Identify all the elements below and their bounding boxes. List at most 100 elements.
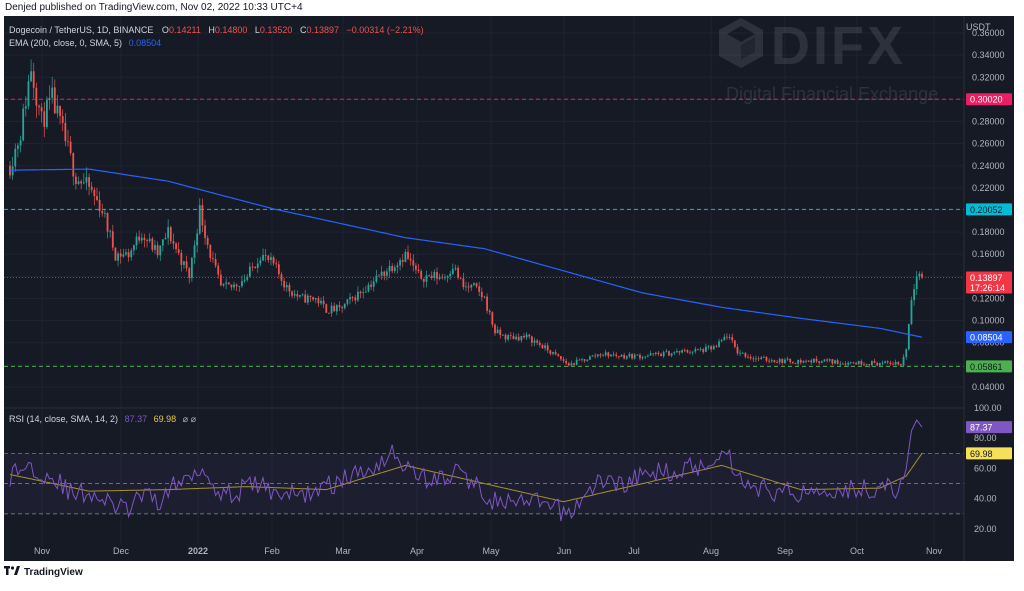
candle-body: [915, 276, 918, 290]
candle-body: [583, 359, 586, 361]
candle-body: [581, 359, 583, 360]
candle-body: [214, 259, 217, 266]
candle-body: [736, 346, 739, 354]
time-axis-tick: Sep: [777, 546, 793, 556]
candle-body: [897, 361, 900, 365]
candle-body: [399, 260, 402, 266]
candle-body: [683, 350, 686, 351]
candle-body: [111, 231, 114, 248]
candle-body: [154, 245, 156, 250]
candle-body: [704, 346, 707, 352]
candle-body: [689, 352, 691, 354]
candle-body: [230, 284, 233, 288]
candle-body: [341, 307, 344, 309]
candle-body: [855, 362, 858, 365]
candle-body: [114, 247, 117, 261]
footer-brand: TradingView: [24, 567, 83, 578]
time-axis[interactable]: Nov Dec 2022 Feb Mar Apr May Jun Jul Aug Sep Oct Nov: [34, 546, 943, 556]
candle-body: [364, 291, 367, 293]
time-axis-tick: Apr: [410, 546, 424, 556]
candle-body: [533, 340, 536, 343]
candle-body: [227, 282, 230, 285]
candle-body: [317, 298, 320, 304]
candle-body: [813, 358, 815, 363]
time-axis-tick: May: [482, 546, 500, 556]
candle-body: [509, 335, 512, 336]
candle-body: [109, 231, 112, 233]
watermark: DIFX Digital Financial Exchange: [719, 16, 938, 104]
candle-body: [639, 354, 641, 359]
candle-body: [367, 284, 370, 292]
candle-body: [401, 260, 404, 262]
candle-body: [889, 362, 892, 364]
time-axis-tick: Jul: [628, 546, 640, 556]
candle-body: [74, 176, 77, 184]
candle-body: [19, 140, 22, 146]
candle-body: [88, 177, 90, 187]
candle-body: [180, 252, 183, 265]
candle-body: [459, 277, 462, 279]
candle-body: [233, 284, 235, 288]
candle-body: [828, 359, 831, 361]
candle-body: [296, 294, 299, 297]
candle-body: [752, 358, 755, 360]
candle-body: [428, 275, 430, 277]
last-price-tag: [966, 271, 1012, 294]
candle-body: [30, 71, 32, 82]
ema-legend[interactable]: EMA (200, close, 0, SMA, 5) 0.08504: [9, 38, 161, 48]
candle-body: [330, 305, 333, 314]
rsi-legend[interactable]: RSI (14, close, SMA, 14, 2) 87.37 69.98 …: [9, 414, 197, 424]
change-value: −0.00314 (−2.21%): [347, 25, 424, 35]
candle-body: [702, 349, 705, 352]
candle-body: [188, 268, 191, 278]
candle-body: [372, 281, 375, 287]
level-tag-resistance: [966, 93, 1012, 106]
candle-body: [127, 252, 130, 258]
symbol-legend[interactable]: Dogecoin / TetherUS, 1D, BINANCE O0.1421…: [9, 25, 424, 35]
candle-body: [285, 285, 288, 288]
candle-body: [876, 362, 879, 366]
candle-body: [849, 362, 852, 364]
candle-body: [275, 263, 278, 265]
rsi-axis[interactable]: 100.00 80.00 60.00 40.00 20.00: [974, 403, 1002, 534]
candle-body: [130, 250, 133, 258]
candle-body: [544, 345, 546, 349]
close-value: 0.13897: [306, 25, 339, 35]
candle-body: [11, 166, 14, 176]
low-value: 0.13520: [260, 25, 293, 35]
candle-body: [499, 329, 502, 335]
candle-body: [93, 189, 96, 197]
candle-body: [741, 352, 744, 354]
candle-body: [699, 349, 702, 350]
candle-body: [773, 360, 776, 363]
candle-body: [552, 352, 554, 354]
candle-body: [623, 354, 626, 359]
candle-body: [910, 299, 913, 325]
candle-body: [844, 363, 847, 365]
rsi-value: 87.37: [125, 414, 148, 424]
candle-body: [193, 245, 196, 258]
time-axis-tick: Nov: [926, 546, 943, 556]
candle-body: [731, 337, 734, 341]
chart-frame: DIFX Digital Financial Exchange 0.36000 0…: [4, 16, 1014, 561]
candle-body: [117, 253, 119, 261]
candle-body: [53, 87, 56, 114]
candle-body: [823, 359, 826, 362]
candle-body: [148, 238, 151, 241]
candle-body: [325, 304, 328, 313]
candle-body: [480, 291, 483, 298]
candle-body: [22, 108, 25, 141]
candle-body: [288, 285, 291, 292]
candle-body: [425, 275, 428, 282]
candle-body: [570, 363, 573, 366]
candle-body: [807, 360, 810, 362]
footer[interactable]: TradingView: [4, 566, 83, 578]
candle-body: [69, 141, 72, 154]
candle-body: [404, 251, 407, 262]
time-axis-tick: Nov: [34, 546, 51, 556]
candle-body: [818, 361, 821, 363]
candle-body: [299, 295, 301, 297]
open-value: 0.14211: [169, 25, 201, 35]
symbol-name: Dogecoin / TetherUS, 1D, BINANCE: [9, 25, 153, 35]
candle-body: [586, 359, 589, 361]
